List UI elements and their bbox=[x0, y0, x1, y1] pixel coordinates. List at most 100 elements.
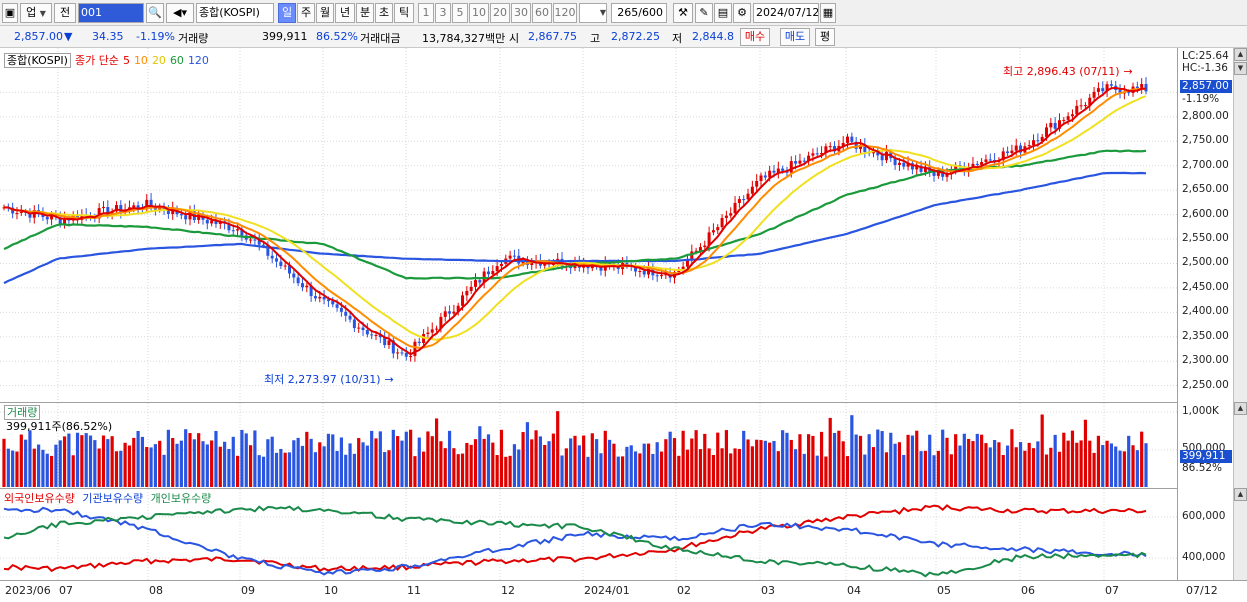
period-month[interactable]: 월 bbox=[316, 3, 334, 23]
calendar-icon[interactable]: ▦ bbox=[820, 3, 836, 23]
candle-body bbox=[733, 202, 737, 214]
date-field[interactable]: 2024/07/12 bbox=[753, 3, 819, 23]
volume-bar bbox=[997, 442, 1001, 487]
period-year[interactable]: 년 bbox=[335, 3, 355, 23]
period-second[interactable]: 초 bbox=[375, 3, 393, 23]
candle-body bbox=[681, 266, 685, 271]
candle-body bbox=[318, 296, 322, 299]
scroll-up-icon[interactable]: ▲ bbox=[1234, 48, 1247, 61]
toolbar: ▣ 업 ▼ 전 001 🔍 ◀▾ 종합(KOSPI) 일 주 월 년 분 초 틱… bbox=[0, 0, 1247, 26]
candle-body bbox=[435, 328, 439, 330]
volume-bar bbox=[932, 455, 936, 487]
volume-bar bbox=[668, 431, 672, 487]
buy-button[interactable]: 매수 bbox=[740, 28, 770, 46]
period-minute[interactable]: 분 bbox=[356, 3, 374, 23]
volume-bar bbox=[58, 440, 62, 487]
candle-body bbox=[309, 285, 313, 297]
volume-bar bbox=[547, 441, 551, 487]
foreign-label: 외국인보유수량 bbox=[4, 492, 75, 505]
market-select[interactable]: 업 ▼ bbox=[20, 3, 52, 23]
volume-bar bbox=[690, 438, 694, 487]
candle-body bbox=[707, 232, 711, 246]
candle-body bbox=[824, 146, 828, 154]
volume-bar bbox=[733, 448, 737, 487]
volume-bar bbox=[171, 438, 175, 487]
candle-body bbox=[231, 230, 235, 232]
price-tick: 2,300.00 bbox=[1182, 354, 1229, 367]
interval-10[interactable]: 10 bbox=[469, 3, 489, 23]
interval-5[interactable]: 5 bbox=[452, 3, 468, 23]
volume-bar bbox=[15, 451, 19, 487]
period-week[interactable]: 주 bbox=[297, 3, 315, 23]
volume-bar bbox=[231, 436, 235, 487]
candle-body bbox=[292, 273, 296, 278]
volume-bar bbox=[261, 456, 266, 487]
interval-60[interactable]: 60 bbox=[532, 3, 552, 23]
volume-bar bbox=[711, 455, 716, 487]
candle-body bbox=[1006, 151, 1010, 154]
save-icon[interactable]: ▤ bbox=[714, 3, 732, 23]
scroll-down-icon[interactable]: ▼ bbox=[1234, 62, 1247, 75]
period-tick[interactable]: 틱 bbox=[394, 3, 414, 23]
current-price: 2,857.00 bbox=[14, 30, 63, 43]
volume-pane[interactable]: 거래량 399,911주(86.52%) bbox=[0, 402, 1178, 489]
search-icon[interactable]: 🔍 bbox=[146, 3, 164, 23]
data-count-field[interactable]: 265/600 bbox=[611, 3, 667, 23]
volume-bar bbox=[456, 454, 460, 487]
candle-body bbox=[984, 159, 988, 162]
interval-1[interactable]: 1 bbox=[418, 3, 434, 23]
candle-body bbox=[1040, 136, 1044, 141]
candle-body bbox=[257, 240, 261, 245]
x-axis-label: 02 bbox=[677, 584, 691, 597]
candle-body bbox=[1140, 84, 1144, 89]
candle-body bbox=[296, 277, 300, 284]
interval-3[interactable]: 3 bbox=[435, 3, 451, 23]
candle-body bbox=[499, 263, 503, 267]
period-day[interactable]: 일 bbox=[278, 3, 296, 23]
volume-scrollbar[interactable]: ▲ bbox=[1233, 402, 1247, 488]
interval-120[interactable]: 120 bbox=[553, 3, 577, 23]
price-scale: LC:25.64 HC:-1.36 2,800.00 2,750.00 2,700.… bbox=[1178, 48, 1233, 402]
volume-bar bbox=[525, 422, 530, 487]
gear-icon[interactable]: ⚙ bbox=[733, 3, 751, 23]
ma-10-label: 10 bbox=[133, 54, 148, 67]
volume-bar bbox=[387, 450, 391, 487]
scroll-up-icon[interactable]: ▲ bbox=[1234, 402, 1247, 415]
eval-button[interactable]: 평 bbox=[815, 28, 835, 46]
volume-bar bbox=[1040, 414, 1044, 487]
draw-icon[interactable]: ✎ bbox=[695, 3, 713, 23]
candle-body bbox=[145, 199, 149, 210]
candle-body bbox=[772, 170, 776, 173]
volume-bar bbox=[192, 439, 196, 487]
prev-button[interactable]: 전 bbox=[54, 3, 76, 23]
volume-bar bbox=[279, 448, 283, 487]
interval-20[interactable]: 20 bbox=[490, 3, 510, 23]
custom-interval-select[interactable]: ▼ bbox=[579, 3, 607, 23]
candle-body bbox=[833, 146, 837, 152]
index-name-field[interactable]: 종합(KOSPI) bbox=[196, 3, 274, 23]
x-axis-label: 2023/06 bbox=[5, 584, 51, 597]
candle-body bbox=[512, 255, 516, 257]
x-axis-label: 05 bbox=[937, 584, 951, 597]
candle-body bbox=[439, 316, 443, 329]
candle-body bbox=[300, 283, 304, 288]
candle-body bbox=[815, 153, 819, 155]
volume-bar bbox=[703, 433, 707, 487]
candle-body bbox=[448, 311, 452, 314]
price-scrollbar[interactable]: ▲ ▼ bbox=[1233, 48, 1247, 402]
sell-button[interactable]: 매도 bbox=[780, 28, 810, 46]
volume-bar bbox=[906, 434, 910, 487]
volume-bar bbox=[400, 440, 404, 487]
candle-body bbox=[214, 220, 218, 224]
code-input[interactable]: 001 bbox=[78, 3, 144, 23]
volume-bar bbox=[897, 442, 902, 487]
price-pane[interactable]: 종합(KOSPI) 종가 단순 5 10 20 60 120 최고 2,896.43 (07… bbox=[0, 48, 1178, 402]
holding-pane[interactable]: 외국인보유수량 기관보유수량 개인보유수량 bbox=[0, 488, 1178, 581]
sound-icon[interactable]: ◀▾ bbox=[166, 3, 194, 23]
tools-icon[interactable]: ⚒ bbox=[673, 3, 693, 23]
chart-menu-icon[interactable]: ▣ bbox=[2, 3, 18, 23]
price-tick: 2,650.00 bbox=[1182, 183, 1229, 196]
holding-scrollbar[interactable]: ▲ bbox=[1233, 488, 1247, 580]
scroll-up-icon[interactable]: ▲ bbox=[1234, 488, 1247, 501]
interval-30[interactable]: 30 bbox=[511, 3, 531, 23]
